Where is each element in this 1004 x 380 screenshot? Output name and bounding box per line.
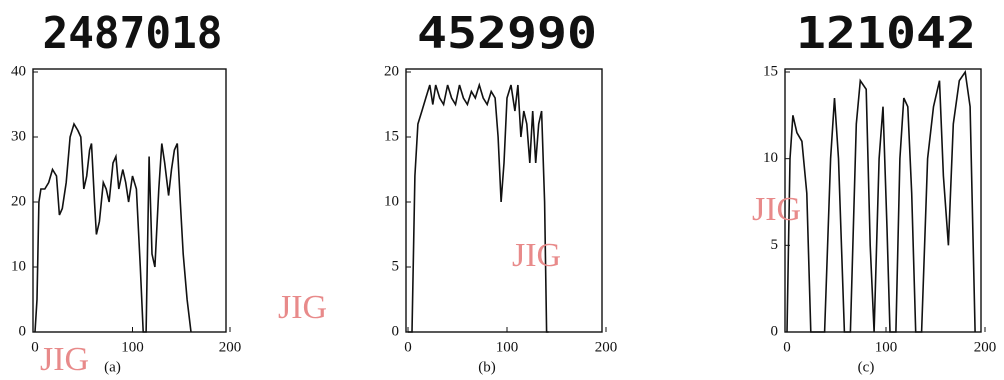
y-tick-label: 15 [384, 128, 399, 144]
digit-string: 452990 [417, 8, 597, 59]
x-tick-label: 0 [31, 339, 39, 355]
y-tick-label: 30 [11, 128, 26, 144]
y-tick-label: 10 [763, 150, 778, 166]
y-tick-label: 15 [763, 63, 778, 79]
y-tick-label: 10 [11, 258, 26, 274]
figure: 24870180102030400100200(a)45299005101520… [0, 0, 1004, 380]
x-tick-label: 200 [595, 339, 618, 355]
watermark: JIG [752, 191, 801, 228]
watermark: JIG [40, 341, 89, 378]
y-tick-label: 40 [11, 63, 26, 79]
y-tick-label: 5 [392, 258, 400, 274]
x-tick-label: 0 [783, 339, 791, 355]
caption: (c) [858, 359, 875, 375]
caption: (b) [478, 359, 496, 375]
caption: (a) [104, 359, 121, 375]
y-tick-label: 20 [11, 193, 26, 209]
profile-line [787, 72, 975, 332]
y-tick-label: 20 [384, 63, 399, 79]
x-tick-label: 200 [974, 339, 997, 355]
x-tick-label: 100 [121, 339, 144, 355]
x-tick-label: 100 [875, 339, 898, 355]
y-tick-label: 0 [392, 323, 400, 339]
y-tick-label: 0 [19, 323, 27, 339]
x-tick-label: 0 [404, 339, 412, 355]
y-tick-label: 5 [771, 237, 779, 253]
x-tick-label: 200 [219, 339, 242, 355]
axes-frame [406, 69, 602, 332]
digit-string: 121042 [796, 8, 976, 59]
profile-line [408, 85, 549, 332]
watermark: JIG [278, 289, 327, 326]
y-tick-label: 0 [771, 323, 779, 339]
digit-string: 2487018 [43, 8, 223, 59]
watermark: JIG [512, 237, 561, 274]
profile-line [35, 124, 191, 332]
y-tick-label: 10 [384, 193, 399, 209]
x-tick-label: 100 [496, 339, 519, 355]
